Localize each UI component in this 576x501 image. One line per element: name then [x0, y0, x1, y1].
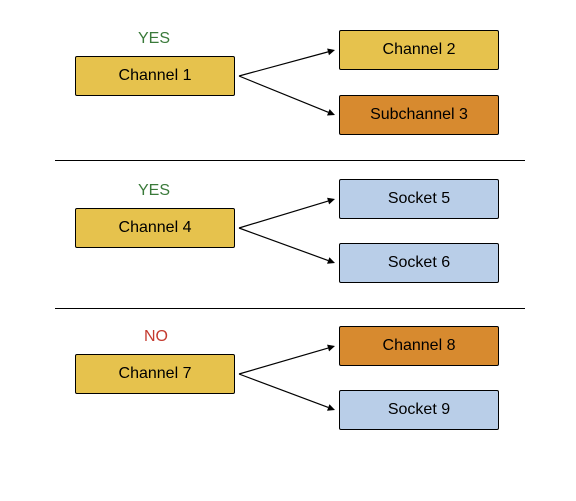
group-caption-0: YES — [138, 30, 170, 48]
arrow-3 — [229, 218, 345, 273]
node-src-2: Channel 7 — [75, 354, 235, 394]
node-tgt-1-0: Socket 5 — [339, 179, 499, 219]
node-tgt-2-1: Socket 9 — [339, 390, 499, 430]
node-label: Subchannel 3 — [370, 106, 468, 124]
node-tgt-1-1: Socket 6 — [339, 243, 499, 283]
node-label: Channel 8 — [383, 337, 456, 355]
divider-1 — [55, 308, 525, 309]
node-src-1: Channel 4 — [75, 208, 235, 248]
node-label: Channel 2 — [383, 41, 456, 59]
divider-0 — [55, 160, 525, 161]
node-tgt-2-0: Channel 8 — [339, 326, 499, 366]
arrow-5 — [229, 364, 345, 420]
group-caption-2: NO — [144, 328, 168, 346]
node-src-0: Channel 1 — [75, 56, 235, 96]
arrow-1 — [229, 66, 345, 125]
node-label: Channel 4 — [119, 219, 192, 237]
node-label: Channel 1 — [119, 67, 192, 85]
node-label: Socket 5 — [388, 190, 450, 208]
node-label: Socket 6 — [388, 254, 450, 272]
node-label: Socket 9 — [388, 401, 450, 419]
group-caption-1: YES — [138, 182, 170, 200]
node-tgt-0-1: Subchannel 3 — [339, 95, 499, 135]
node-tgt-0-0: Channel 2 — [339, 30, 499, 70]
node-label: Channel 7 — [119, 365, 192, 383]
